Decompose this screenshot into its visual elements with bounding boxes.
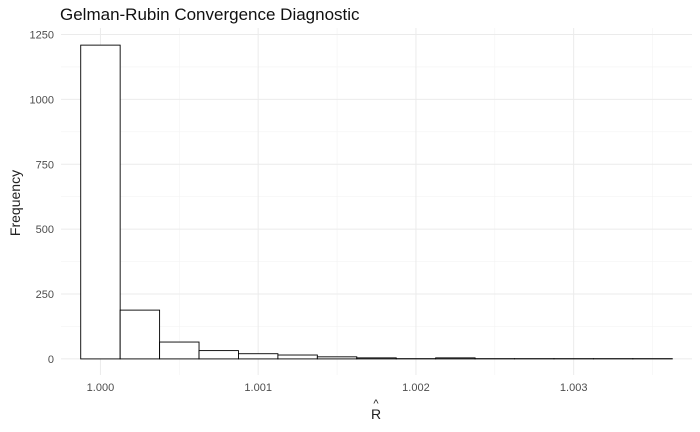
y-tick-label: 0 [48, 354, 54, 366]
x-tick-label: 1.000 [87, 382, 115, 394]
histogram-bar [435, 357, 476, 360]
histogram-bar [119, 309, 161, 360]
x-axis-label-accent: ^ [373, 398, 379, 410]
x-tick-label: 1.002 [402, 382, 430, 394]
y-tick-label: 750 [36, 159, 54, 171]
histogram-bar [356, 357, 397, 360]
y-tick-label: 500 [36, 224, 54, 236]
histogram-bar [198, 350, 239, 360]
histogram-bar [80, 44, 121, 360]
histogram-bar [238, 353, 279, 360]
x-axis-label: ^ R [370, 398, 382, 422]
y-tick-label: 250 [36, 289, 54, 301]
histogram-bar [316, 356, 358, 360]
x-tick-label: 1.001 [244, 382, 272, 394]
x-axis-label-text: R [370, 406, 382, 422]
chart-title: Gelman-Rubin Convergence Diagnostic [60, 5, 360, 24]
x-tick-label: 1.003 [560, 382, 588, 394]
y-tick-label: 1250 [30, 29, 54, 41]
histogram-bar [277, 354, 318, 360]
y-tick-label: 1000 [30, 94, 54, 106]
histogram-bar [159, 341, 200, 360]
